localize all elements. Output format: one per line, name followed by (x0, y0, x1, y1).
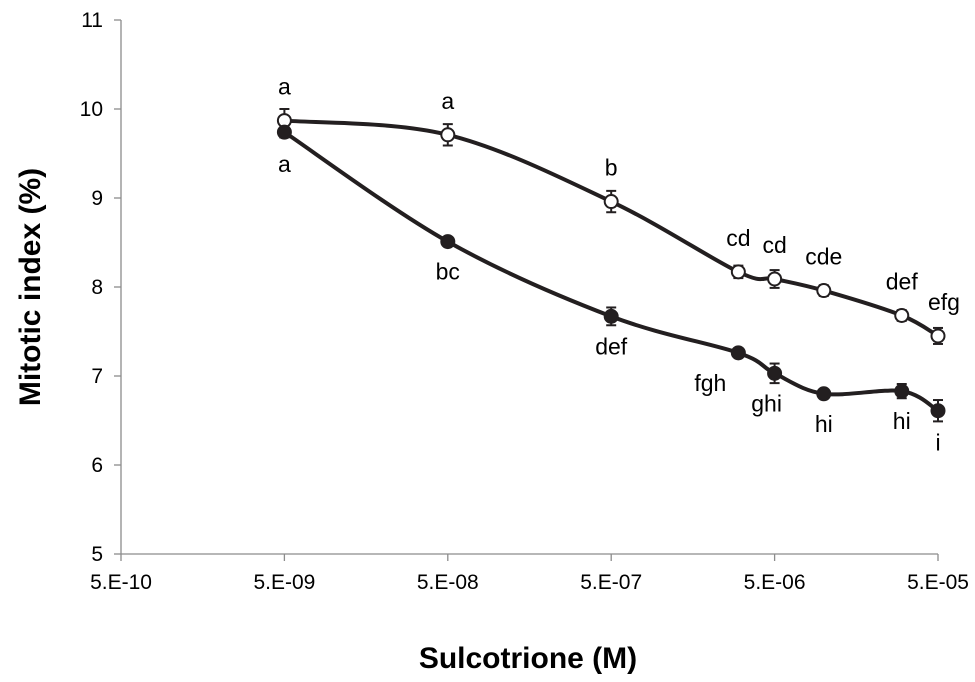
data-point-filled (440, 234, 456, 250)
data-point-filled (603, 308, 619, 324)
significance-label: ghi (751, 390, 782, 416)
x-tick-label: 5.E-05 (907, 571, 969, 594)
y-axis-title: Mitotic index (%) (14, 168, 47, 406)
x-axis-title: Sulcotrione (M) (419, 642, 637, 675)
x-tick-label: 5.E-06 (744, 571, 806, 594)
x-tick-label: 5.E-08 (417, 571, 479, 594)
data-point-open (767, 271, 783, 287)
significance-label: hi (815, 411, 833, 437)
significance-label: def (595, 333, 628, 359)
x-tick-label: 5.E-09 (253, 571, 315, 594)
x-tick-label: 5.E-07 (580, 571, 642, 594)
significance-label: bc (436, 259, 460, 285)
x-tick-label: 5.E-10 (90, 571, 152, 594)
significance-label: a (278, 74, 291, 100)
significance-label: hi (893, 408, 911, 434)
data-point-filled (816, 386, 832, 402)
significance-label: efg (928, 289, 960, 315)
data-point-filled (894, 383, 910, 399)
y-tick-label: 8 (91, 276, 103, 299)
y-tick-label: 5 (91, 543, 103, 566)
data-point-filled (276, 124, 292, 140)
y-tick-label: 6 (91, 454, 103, 477)
significance-label: cd (726, 225, 750, 251)
data-point-open (894, 307, 910, 323)
series-1 (276, 108, 946, 345)
data-point-open (603, 194, 619, 210)
axes: 5 6 7 8 9 10 11 5.E-10 5.E-09 5.E-08 5.E-07 5.E-06 5… (80, 9, 969, 594)
series-line (283, 130, 940, 413)
y-tick-label: 7 (91, 365, 103, 388)
significance-label: a (278, 151, 291, 177)
y-tick-label: 9 (91, 187, 103, 210)
data-point-open (440, 127, 456, 143)
significance-label: fgh (694, 370, 726, 396)
y-tick-label: 10 (80, 98, 103, 121)
series-layer (276, 108, 946, 423)
series-2 (276, 124, 946, 423)
data-point-filled (767, 365, 783, 381)
significance-label: cde (805, 244, 842, 270)
data-point-open (816, 283, 832, 299)
data-point-open (930, 328, 946, 344)
data-point-open (730, 264, 746, 280)
significance-label: cd (762, 232, 786, 258)
y-tick-label: 11 (81, 9, 103, 32)
data-point-filled (730, 345, 746, 361)
significance-label: i (935, 430, 940, 456)
significance-label: def (886, 268, 919, 294)
data-point-filled (930, 403, 946, 419)
significance-label: a (441, 88, 454, 114)
series-line (284, 118, 940, 338)
significance-label: b (605, 155, 618, 181)
